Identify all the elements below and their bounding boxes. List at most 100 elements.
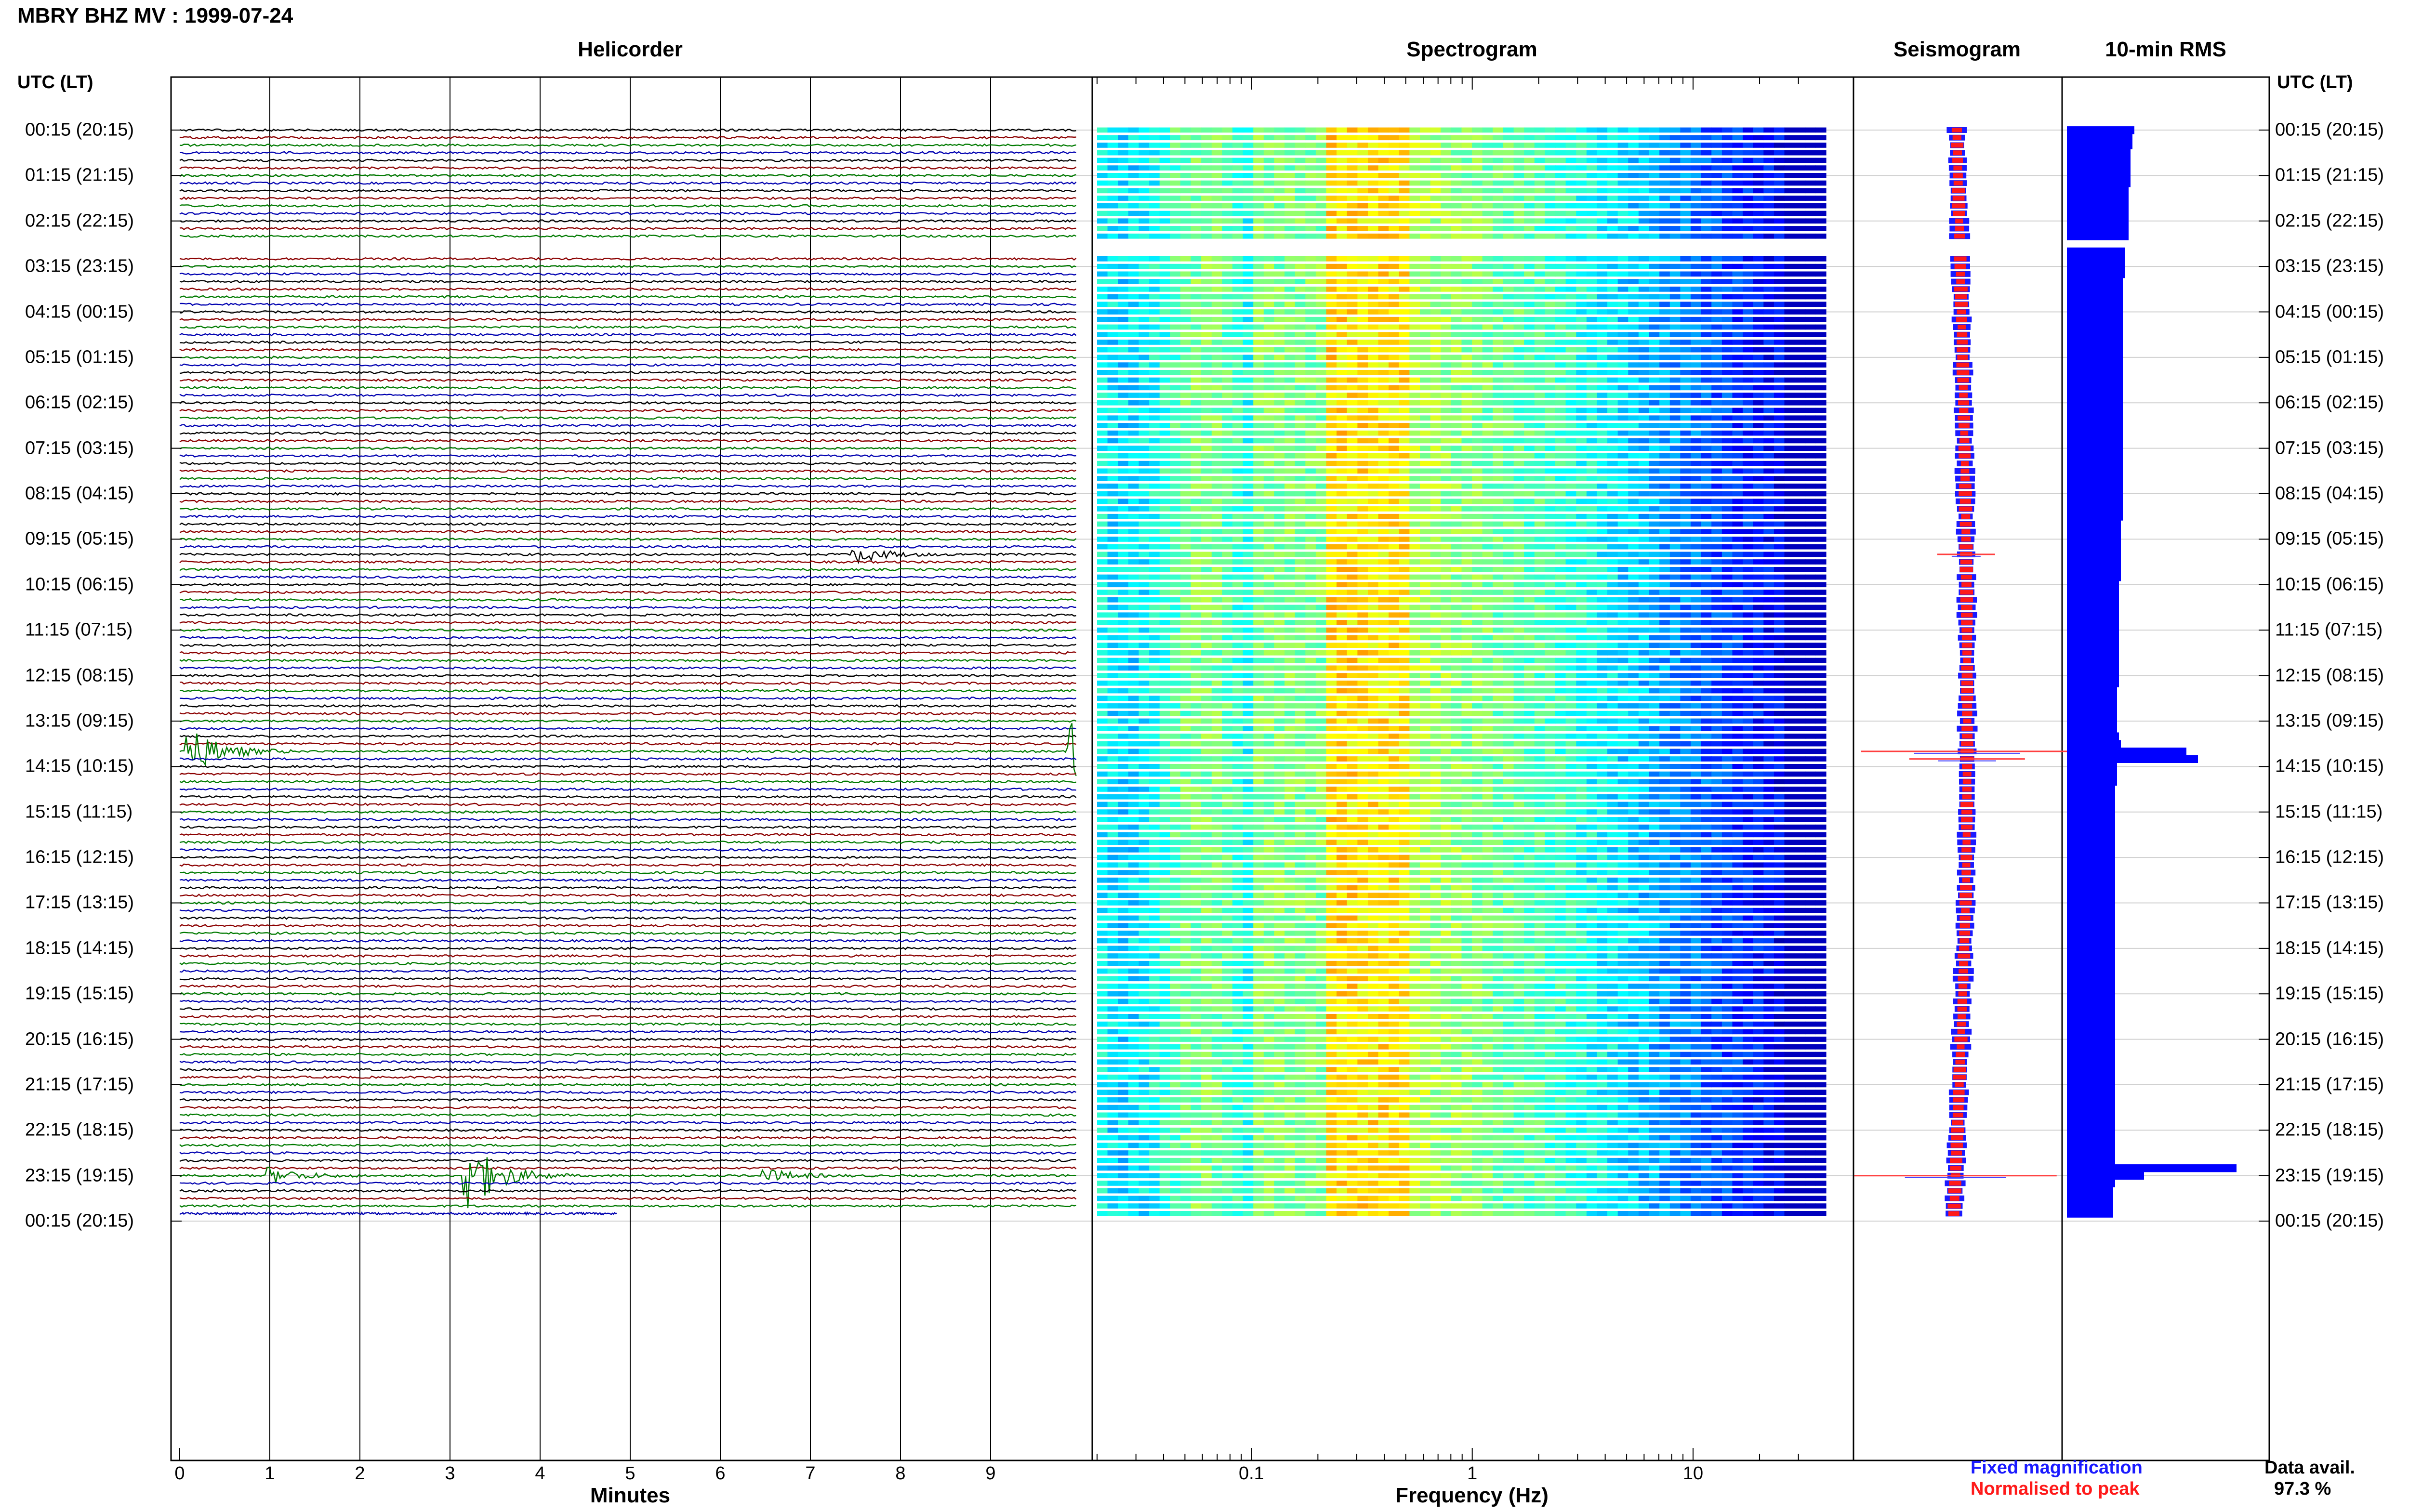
helicorder-trace (179, 742, 1076, 746)
page-title: MBRY BHZ MV : 1999-07-24 (17, 4, 293, 27)
helicorder-trace (179, 1098, 1076, 1102)
helicorder-trace (179, 166, 1077, 170)
helicorder-trace (179, 1136, 1077, 1140)
helicorder-trace (179, 310, 1076, 314)
rms-bar (2067, 399, 2123, 407)
helicorder-trace (179, 408, 1076, 412)
helicorder-trace (179, 1067, 1076, 1072)
helicorder-trace (179, 477, 1076, 481)
helicorder-trace (179, 1105, 1076, 1109)
helicorder-trace (179, 1166, 1077, 1170)
rms-bar (2067, 710, 2117, 718)
rms-bar (2067, 740, 2121, 748)
helicorder-trace (179, 870, 1076, 875)
rms-bar (2067, 391, 2123, 399)
rms-bar (2067, 1134, 2115, 1142)
helicorder-trace (179, 128, 1076, 132)
rms-bar (2067, 551, 2121, 559)
spectrogram-xtick: 1 (1467, 1463, 1478, 1484)
helicorder-trace (179, 961, 1077, 966)
helicorder-trace (179, 954, 1076, 958)
helicorder-trace (180, 545, 1076, 549)
rms-bar (2067, 1111, 2115, 1119)
helicorder-trace (179, 1151, 1077, 1155)
helicorder-trace (179, 947, 1076, 950)
rms-bar (2067, 308, 2123, 316)
rms-bar (2067, 1157, 2115, 1165)
helicorder-trace (179, 234, 1077, 238)
rms-bar (2067, 535, 2121, 543)
rms-bar (2067, 907, 2115, 915)
helicorder-trace (179, 196, 1076, 200)
helicorder-xtick: 5 (625, 1463, 635, 1484)
helicorder-trace (179, 923, 1077, 928)
helicorder-trace (179, 560, 1076, 564)
rms-bar (2067, 255, 2125, 263)
helicorder-trace (179, 901, 1076, 905)
time-axis-title-right: UTC (LT) (2277, 72, 2353, 92)
helicorder-xtick: 7 (805, 1463, 816, 1484)
rms-bar (2067, 960, 2115, 968)
helicorder-trace (180, 613, 1076, 617)
rms-bar (2067, 316, 2123, 324)
helicorder-trace (179, 439, 1076, 443)
helicorder-trace (179, 416, 1077, 420)
panel-frame (170, 76, 1093, 1461)
helicorder-xlabel: Minutes (590, 1484, 671, 1507)
rms-bar (2067, 520, 2121, 528)
rms-bar (2067, 338, 2123, 346)
helicorder-trace (179, 264, 1076, 268)
helicorder-trace (179, 332, 1077, 337)
helicorder-trace (179, 446, 1077, 450)
rms-bar (2067, 671, 2119, 680)
rms-panel (2067, 126, 2237, 1218)
helicorder-trace (179, 1181, 1076, 1185)
helicorder-trace (179, 734, 1077, 738)
helicorder-trace (179, 976, 1076, 981)
rms-bar (2067, 649, 2119, 657)
helicorder-xtick: 9 (985, 1463, 996, 1484)
rms-bar (2067, 1202, 2113, 1210)
helicorder-trace (179, 636, 1077, 640)
rms-bar (2067, 899, 2115, 907)
rms-bar (2067, 808, 2115, 816)
rms-bar (2067, 580, 2119, 589)
helicorder-trace (179, 386, 1076, 390)
rms-bar (2067, 641, 2119, 650)
helicorder-trace (179, 461, 1077, 465)
rms-bar (2067, 1043, 2115, 1051)
rms-bar (2067, 149, 2131, 157)
helicorder-trace (179, 575, 1077, 579)
rms-bar (2067, 921, 2115, 930)
rms-bar (2067, 452, 2123, 460)
data-avail-value: 97.3 % (2274, 1479, 2331, 1499)
helicorder-trace (179, 999, 1077, 1003)
rms-bar (2067, 1210, 2113, 1218)
rms-bar (2067, 914, 2115, 922)
rms-bar (2067, 497, 2123, 506)
helicorder-trace (179, 1211, 617, 1216)
seismogram-panel (1854, 127, 2073, 1217)
helicorder-trace (179, 363, 1076, 367)
rms-bar (2067, 217, 2129, 225)
time-label-right: 23:15 (19:15) (2275, 1165, 2384, 1186)
helicorder-trace (179, 219, 1077, 223)
helicorder-trace (179, 370, 1076, 375)
rms-bar (2067, 679, 2119, 687)
rms-bar (2067, 998, 2115, 1006)
rms-bar (2067, 1073, 2115, 1081)
rms-bar (2067, 884, 2115, 892)
rms-bar (2067, 1142, 2115, 1150)
helicorder-trace (179, 658, 1076, 662)
helicorder-panel (179, 128, 1077, 1216)
helicorder-trace (179, 1189, 1077, 1193)
rms-bar (2067, 460, 2123, 468)
helicorder-trace (179, 787, 1076, 791)
rms-bar (2067, 179, 2131, 187)
time-label-right: 00:15 (20:15) (2275, 1210, 2384, 1231)
seismogram-fixed (1945, 127, 1978, 1217)
rms-bar (2067, 1179, 2115, 1187)
helicorder-trace (180, 598, 1076, 602)
axis-ticks (171, 77, 2269, 1460)
helicorder-trace (179, 143, 1076, 147)
